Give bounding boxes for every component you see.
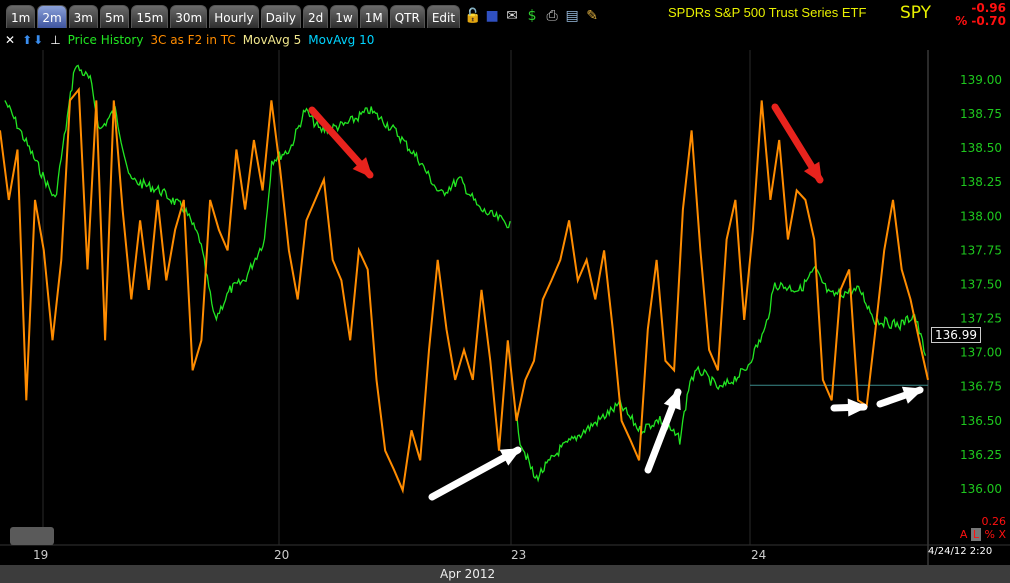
lock-icon[interactable]: 🔓 xyxy=(464,8,482,24)
white-arrow-head xyxy=(499,448,522,466)
auto-button[interactable]: A xyxy=(959,528,968,541)
pct-change-value: % -0.70 xyxy=(955,14,1006,28)
x-tick-label: 23 xyxy=(511,548,526,562)
tab-15m[interactable]: 15m xyxy=(131,5,169,28)
arrow-up-icon[interactable]: ⬆ xyxy=(22,33,33,47)
legend-ma10[interactable]: MovAvg 10 xyxy=(308,33,375,47)
red-arrow-head xyxy=(352,157,373,178)
scale-controls: 0.26 A L % X xyxy=(960,515,1006,541)
tab-2d[interactable]: 2d xyxy=(302,5,329,28)
security-title: SPDRs S&P 500 Trust Series ETF xyxy=(668,5,867,20)
y-tick-label: 136.50 xyxy=(960,414,1002,428)
legend-price[interactable]: Price History xyxy=(67,33,144,47)
calendar-icon[interactable]: ▤ xyxy=(565,8,579,24)
tab-qtr[interactable]: QTR xyxy=(389,5,425,28)
y-tick-label: 138.50 xyxy=(960,141,1002,155)
x-tick-label: 24 xyxy=(751,548,766,562)
x-button[interactable]: X xyxy=(998,528,1006,541)
legend: ✕ ⬆ ⬇ ⊥ Price History 3C as F2 in TC Mov… xyxy=(5,33,374,47)
tab-3m[interactable]: 3m xyxy=(68,5,98,28)
tab-1w[interactable]: 1w xyxy=(330,5,358,28)
month-label: Apr 2012 xyxy=(440,567,496,581)
legend-ma5[interactable]: MovAvg 5 xyxy=(242,33,302,47)
timeframe-tabs: 1m 2m 3m 5m 15m 30m Hourly Daily 2d 1w 1M QTR Edit 🔓 ■… xyxy=(0,0,660,28)
time-scrollbar[interactable] xyxy=(0,565,1010,583)
cursor-datetime: 4/24/12 2:20 xyxy=(928,546,993,557)
percent-button[interactable]: % xyxy=(984,528,995,541)
last-price-label: 136.99 xyxy=(931,327,981,343)
y-tick-label: 136.75 xyxy=(960,380,1002,394)
change-value: -0.96 xyxy=(971,1,1006,15)
tab-hourly[interactable]: Hourly xyxy=(209,5,259,28)
y-tick-label: 136.25 xyxy=(960,448,1002,462)
y-tick-label: 138.25 xyxy=(960,175,1002,189)
white-arrow xyxy=(428,446,522,501)
tab-edit[interactable]: Edit xyxy=(426,5,461,28)
legend-indicator[interactable]: 3C as F2 in TC xyxy=(150,33,236,47)
y-tick-label: 139.00 xyxy=(960,73,1002,87)
price-history-line xyxy=(4,64,927,483)
email-icon[interactable]: ✉ xyxy=(506,8,518,24)
red-arrow-head xyxy=(803,161,823,184)
x-tick-label: 20 xyxy=(274,548,289,562)
pencil-icon[interactable]: ✎ xyxy=(586,8,598,24)
y-tick-label: 138.00 xyxy=(960,209,1002,223)
white-arrow-head xyxy=(847,398,868,417)
white-arrow-head xyxy=(901,386,924,404)
close-icon[interactable]: ✕ xyxy=(5,33,16,47)
x-tick-label: 19 xyxy=(33,548,48,562)
y-tick-label: 136.00 xyxy=(960,482,1002,496)
y-tick-label: 137.25 xyxy=(960,312,1002,326)
tab-5m[interactable]: 5m xyxy=(99,5,130,28)
tab-30m[interactable]: 30m xyxy=(170,5,208,28)
print-icon[interactable]: ⎙ xyxy=(546,8,558,24)
scroll-handle[interactable] xyxy=(10,527,54,545)
save-icon[interactable]: ■ xyxy=(485,8,499,24)
y-tick-label: 137.00 xyxy=(960,346,1002,360)
white-arrow-head xyxy=(663,388,681,411)
tab-1m[interactable]: 1m xyxy=(6,5,36,28)
tab-daily[interactable]: Daily xyxy=(260,5,301,28)
tab-1m[interactable]: 1M xyxy=(359,5,388,28)
small-value: 0.26 xyxy=(981,515,1007,528)
y-tick-label: 138.75 xyxy=(960,107,1002,121)
y-tick-label: 137.50 xyxy=(960,277,1002,291)
y-tick-label: 137.75 xyxy=(960,243,1002,257)
pin-icon[interactable]: ⊥ xyxy=(50,33,61,47)
dollar-icon[interactable]: $ xyxy=(527,8,537,24)
3c-indicator-line xyxy=(0,86,929,494)
log-button[interactable]: L xyxy=(970,528,981,541)
tab-2m[interactable]: 2m xyxy=(37,5,67,28)
arrow-down-icon[interactable]: ⬇ xyxy=(33,33,44,47)
symbol: SPY xyxy=(900,3,932,23)
change-readout: -0.96% -0.70 xyxy=(955,2,1006,28)
